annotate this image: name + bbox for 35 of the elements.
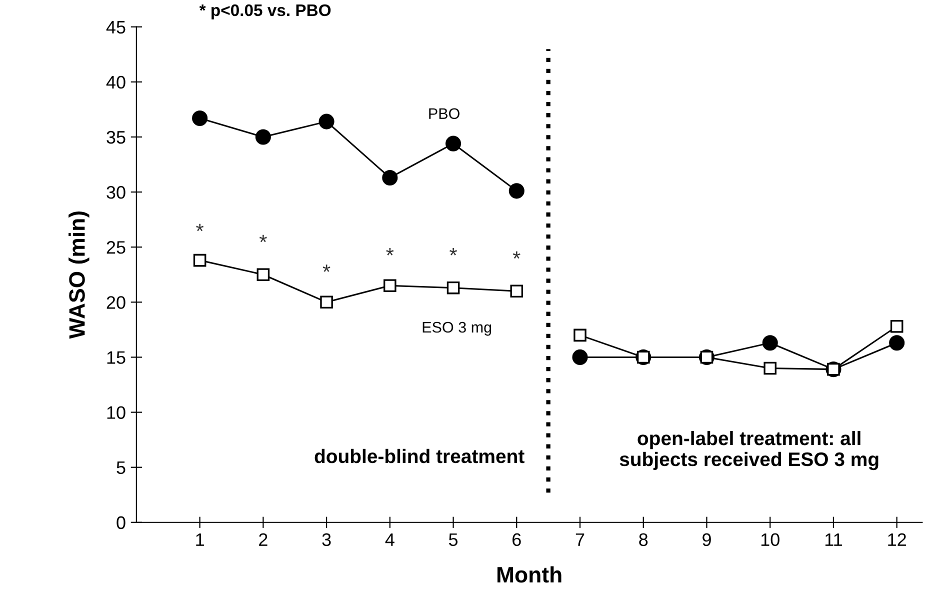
annotation: * <box>322 264 330 272</box>
x-tick-label: 6 <box>512 533 521 546</box>
y-tick-label: 10 <box>107 406 126 419</box>
annotation: * <box>386 248 394 256</box>
annotation: * <box>196 224 204 232</box>
annotation: * <box>450 248 457 256</box>
y-tick-label: 40 <box>106 76 126 89</box>
x-tick-label: 9 <box>702 533 711 546</box>
annotation: double-blind treatment <box>314 448 524 464</box>
x-tick-label: 12 <box>888 533 906 546</box>
series-label: PBO <box>429 108 460 120</box>
annotation: * <box>259 234 267 242</box>
x-tick-label: 11 <box>825 533 842 546</box>
y-tick-label: 0 <box>116 516 126 530</box>
y-tick-label: 5 <box>116 461 126 474</box>
y-tick-label: 45 <box>106 20 126 34</box>
x-tick-label: 7 <box>576 533 584 546</box>
text: ESO 3 mg <box>422 322 492 336</box>
y-tick-label: 20 <box>106 296 126 309</box>
x-tick-label: 4 <box>385 533 394 546</box>
x-tick-label: 5 <box>448 533 458 546</box>
x-tick-label: 8 <box>639 533 648 546</box>
y-tick-label: 15 <box>107 351 126 364</box>
annotation: open-label treatment: all subjects received ESO 3 mg <box>620 430 878 470</box>
y-tick-label: 35 <box>106 130 126 144</box>
annotation: * <box>512 251 520 259</box>
y-tick-label: 25 <box>106 241 126 254</box>
x-axis-title: Month <box>497 566 562 583</box>
x-tick-label: 10 <box>761 533 780 546</box>
y-axis-title: WASO (min) <box>68 212 90 339</box>
x-tick-label: 3 <box>322 533 331 546</box>
x-tick-label: 1 <box>196 533 204 546</box>
x-tick-label: 2 <box>259 533 268 546</box>
y-tick-label: 30 <box>106 186 126 199</box>
text: * p<0.05 vs. PBO <box>199 4 331 20</box>
